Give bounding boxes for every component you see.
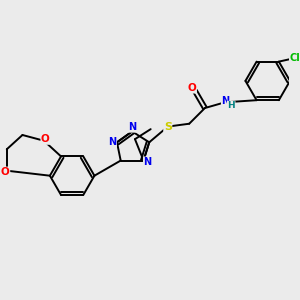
Text: Cl: Cl [290, 53, 300, 63]
Text: N: N [128, 122, 136, 132]
Text: O: O [188, 83, 197, 93]
Text: H: H [227, 101, 235, 110]
Text: N: N [221, 96, 230, 106]
Text: O: O [1, 167, 10, 177]
Text: O: O [41, 134, 50, 144]
Text: N: N [143, 157, 152, 167]
Text: S: S [164, 122, 172, 132]
Text: N: N [108, 137, 116, 147]
